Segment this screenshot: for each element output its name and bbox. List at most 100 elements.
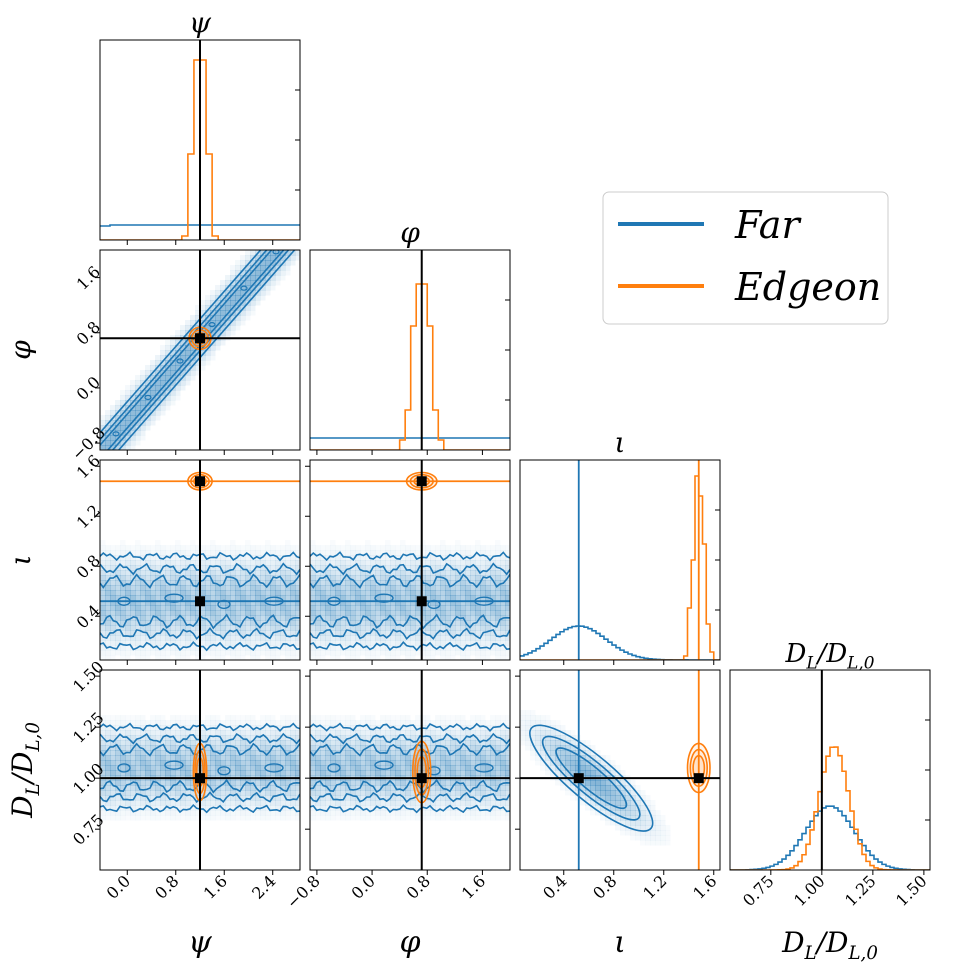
density-cell — [335, 765, 341, 771]
density-cell — [270, 605, 276, 611]
density-cell — [205, 620, 211, 626]
density-cell — [170, 550, 176, 556]
density-cell — [200, 560, 206, 566]
density-cell — [355, 625, 361, 631]
density-cell — [415, 740, 421, 746]
density-cell — [170, 590, 176, 596]
truth-layer — [100, 40, 823, 870]
density-cell — [310, 800, 316, 806]
density-cell — [110, 435, 116, 441]
density-cell — [435, 745, 441, 751]
density-cell — [485, 805, 491, 811]
density-cell — [480, 735, 486, 741]
density-cell — [125, 755, 131, 761]
density-cell — [375, 800, 381, 806]
density-cell — [160, 550, 166, 556]
density-cell — [295, 760, 300, 766]
density-cell — [365, 740, 371, 746]
density-cell — [475, 795, 481, 801]
density-cell — [205, 545, 211, 551]
density-cell — [430, 780, 436, 786]
density-cell — [240, 605, 246, 611]
density-cell — [400, 720, 406, 726]
density-cell — [100, 605, 106, 611]
density-cell — [205, 640, 211, 646]
density-cell — [400, 755, 406, 761]
density-cell — [395, 730, 401, 736]
density-cell — [120, 640, 126, 646]
density-cell — [215, 565, 221, 571]
density-cell — [125, 780, 131, 786]
density-cell — [480, 790, 486, 796]
density-cell — [405, 545, 411, 551]
density-cell — [270, 590, 276, 596]
density-cell — [100, 810, 106, 816]
density-cell — [205, 570, 211, 576]
density-cell — [360, 625, 366, 631]
density-cell — [220, 585, 226, 591]
density-cell — [130, 545, 136, 551]
density-cell — [560, 740, 566, 746]
density-cell — [470, 715, 476, 721]
density-cell — [265, 565, 271, 571]
density-cell — [285, 630, 291, 636]
density-cell — [490, 785, 496, 791]
density-cell — [405, 630, 411, 636]
density-cell — [135, 800, 141, 806]
density-cell — [380, 650, 386, 656]
density-cell — [160, 570, 166, 576]
density-cell — [465, 800, 471, 806]
density-cell — [160, 720, 166, 726]
density-cell — [110, 805, 116, 811]
density-cell — [200, 550, 206, 556]
density-cell — [240, 560, 246, 566]
density-cell — [220, 285, 226, 291]
density-cell — [435, 750, 441, 756]
density-cell — [375, 620, 381, 626]
density-cell — [200, 300, 206, 306]
density-cell — [175, 810, 181, 816]
density-cell — [160, 555, 166, 561]
density-cell — [265, 755, 271, 761]
density-cell — [640, 825, 646, 831]
density-cell — [235, 565, 241, 571]
density-cell — [490, 640, 496, 646]
density-cell — [500, 735, 506, 741]
density-cell — [225, 790, 231, 796]
density-cell — [420, 560, 426, 566]
density-cell — [290, 790, 296, 796]
legend-label-edgeon: Edgeon — [734, 265, 881, 309]
density-cell — [250, 640, 256, 646]
density-cell — [480, 815, 486, 821]
density-cell — [450, 780, 456, 786]
density-cell — [285, 590, 291, 596]
density-cell — [400, 575, 406, 581]
density-cell — [420, 575, 426, 581]
density-cell — [485, 605, 491, 611]
x-tick-label: 1.6 — [200, 871, 231, 902]
density-cell — [125, 615, 131, 621]
density-cell — [430, 565, 436, 571]
density-cell — [255, 625, 261, 631]
density-cell — [455, 730, 461, 736]
density-cell — [440, 800, 446, 806]
density-cell — [505, 640, 510, 646]
density-cell — [250, 725, 256, 731]
density-cell — [275, 270, 281, 276]
density-cell — [235, 265, 241, 271]
density-cell — [275, 280, 281, 286]
density-cell — [165, 600, 171, 606]
density-cell — [315, 815, 321, 821]
density-cell — [160, 375, 166, 381]
density-cell — [105, 410, 111, 416]
density-cell — [235, 745, 241, 751]
density-cell — [125, 420, 131, 426]
density-cell — [450, 625, 456, 631]
density-cell — [145, 390, 151, 396]
density-cell — [645, 795, 651, 801]
density-cell — [465, 790, 471, 796]
density-cell — [175, 610, 181, 616]
density-cell — [250, 585, 256, 591]
density-cell — [185, 615, 191, 621]
density-cell — [210, 310, 216, 316]
